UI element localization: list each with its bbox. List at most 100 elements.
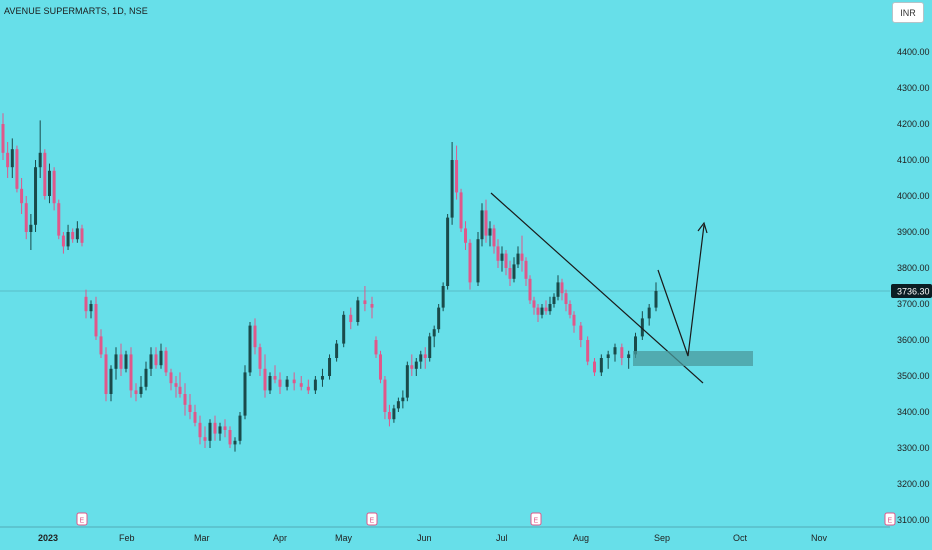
candle[interactable] [20, 178, 24, 214]
projection-arrow-path[interactable] [657, 224, 705, 357]
candle[interactable] [548, 296, 552, 315]
earnings-event-icon[interactable]: E [76, 512, 88, 526]
candle[interactable] [568, 300, 572, 319]
candle[interactable] [75, 221, 79, 243]
candle[interactable] [396, 397, 400, 412]
candle[interactable] [57, 199, 61, 240]
candle[interactable] [441, 282, 445, 312]
candle[interactable] [432, 325, 436, 348]
candle[interactable] [292, 372, 296, 391]
candle[interactable] [520, 235, 524, 272]
candle[interactable] [71, 228, 75, 243]
candle[interactable] [437, 304, 441, 333]
candle[interactable] [6, 142, 10, 178]
candle[interactable] [536, 304, 540, 322]
candle[interactable] [392, 404, 396, 423]
candle[interactable] [459, 188, 463, 232]
candle[interactable] [504, 250, 508, 276]
candle[interactable] [640, 311, 644, 340]
demand-zone[interactable] [633, 351, 753, 366]
candle[interactable] [99, 329, 103, 358]
candle[interactable] [496, 239, 500, 268]
candle[interactable] [233, 437, 237, 452]
candle[interactable] [464, 221, 468, 250]
candle[interactable] [401, 390, 405, 409]
candle[interactable] [613, 343, 617, 362]
candle[interactable] [410, 354, 414, 376]
candle[interactable] [52, 167, 56, 211]
candle[interactable] [228, 426, 232, 448]
candle[interactable] [387, 404, 391, 427]
candle[interactable] [480, 203, 484, 247]
candle[interactable] [248, 322, 252, 376]
candle[interactable] [24, 196, 28, 240]
candle[interactable] [370, 296, 374, 319]
candle[interactable] [428, 332, 432, 362]
candle[interactable] [374, 336, 378, 358]
candle[interactable] [313, 376, 317, 394]
candle[interactable] [620, 343, 624, 366]
candle[interactable] [599, 354, 603, 376]
candle[interactable] [484, 199, 488, 243]
candle[interactable] [119, 343, 123, 376]
candle[interactable] [560, 278, 564, 301]
candle[interactable] [104, 347, 108, 402]
candle[interactable] [540, 304, 544, 319]
candle[interactable] [349, 307, 353, 330]
candle[interactable] [34, 160, 38, 232]
candle[interactable] [66, 224, 70, 250]
candle[interactable] [500, 246, 504, 272]
candle[interactable] [647, 304, 651, 326]
candle[interactable] [84, 289, 88, 319]
candle[interactable] [564, 289, 568, 312]
currency-button[interactable]: INR [892, 2, 924, 23]
candle[interactable] [169, 368, 173, 391]
time-axis[interactable]: 2023 Feb Mar Apr May Jun Jul Aug Sep Oct Nov [0, 526, 890, 543]
candle[interactable] [273, 365, 277, 384]
candle[interactable] [476, 232, 480, 286]
candle[interactable] [218, 422, 222, 441]
candle[interactable] [61, 232, 65, 254]
candle[interactable] [383, 376, 387, 420]
candle[interactable] [299, 376, 303, 391]
candle[interactable] [159, 343, 163, 369]
candle[interactable] [586, 336, 590, 366]
candle[interactable] [149, 347, 153, 376]
candle[interactable] [139, 376, 143, 398]
candle[interactable] [320, 368, 324, 387]
candle[interactable] [468, 239, 472, 290]
candle[interactable] [29, 214, 33, 250]
candle[interactable] [423, 347, 427, 369]
candle[interactable] [306, 379, 310, 394]
candle[interactable] [516, 246, 520, 268]
candle[interactable] [80, 224, 84, 247]
candle[interactable] [268, 372, 272, 394]
candle[interactable] [342, 311, 346, 348]
candle[interactable] [144, 361, 148, 391]
candle[interactable] [193, 404, 197, 427]
candle[interactable] [455, 145, 459, 200]
candle[interactable] [238, 412, 242, 445]
candle[interactable] [43, 149, 47, 200]
candle[interactable] [606, 350, 610, 369]
candle[interactable] [94, 296, 98, 340]
candle[interactable] [89, 300, 93, 319]
candle[interactable] [188, 394, 192, 420]
candle[interactable] [124, 350, 128, 373]
candle[interactable] [572, 311, 576, 333]
candle[interactable] [627, 350, 631, 369]
earnings-event-icon[interactable]: E [530, 512, 542, 526]
candle[interactable] [328, 354, 332, 380]
candle[interactable] [203, 426, 207, 448]
candle[interactable] [278, 372, 282, 394]
candle[interactable] [109, 365, 113, 402]
price-axis[interactable]: 3100.00 3200.00 3300.00 3400.00 3500.00 3600.… [897, 47, 930, 525]
candle[interactable] [198, 415, 202, 445]
candle[interactable] [15, 145, 19, 193]
candle[interactable] [134, 383, 138, 402]
candle[interactable] [335, 340, 339, 362]
candle[interactable] [552, 293, 556, 308]
candle[interactable] [178, 372, 182, 398]
earnings-event-icon[interactable]: E [366, 512, 378, 526]
